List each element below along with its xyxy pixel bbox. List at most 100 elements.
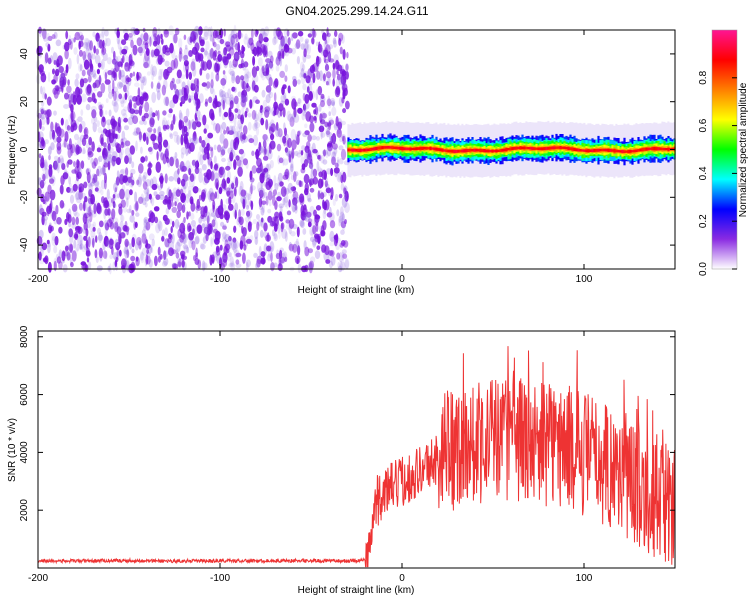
noise-blob	[246, 262, 249, 273]
noise-blob	[132, 115, 139, 125]
noise-blob	[266, 62, 273, 71]
noise-blob	[218, 89, 224, 98]
noise-blob	[306, 141, 311, 149]
noise-blob	[256, 214, 260, 220]
signal-band-cell	[653, 147, 656, 151]
noise-blob	[164, 60, 170, 67]
noise-blob	[81, 93, 87, 103]
signal-band-cell	[595, 148, 598, 152]
noise-blob	[142, 175, 147, 183]
noise-blob	[89, 235, 96, 246]
noise-blob	[263, 155, 269, 161]
noise-blob	[220, 149, 226, 156]
noise-blob	[234, 108, 239, 113]
signal-band-cell	[651, 147, 654, 151]
noise-blob	[44, 93, 47, 100]
noise-blob	[78, 202, 84, 211]
noise-blob	[237, 123, 243, 133]
noise-blob	[193, 123, 197, 130]
noise-blob	[256, 259, 260, 268]
noise-blob	[95, 256, 99, 263]
noise-blob	[229, 125, 233, 133]
noise-blob	[270, 262, 275, 270]
noise-blob	[141, 233, 147, 244]
noise-blob	[58, 226, 63, 234]
signal-band-cell	[581, 149, 584, 152]
noise-blob	[325, 44, 331, 55]
noise-blob	[173, 134, 179, 143]
noise-blob	[214, 178, 220, 189]
noise-blob	[48, 166, 53, 178]
snr-frame	[37, 330, 676, 569]
noise-blob	[263, 36, 269, 43]
noise-blob	[295, 196, 301, 203]
noise-blob	[96, 168, 100, 177]
noise-blob	[138, 196, 144, 204]
noise-blob	[225, 96, 231, 105]
signal-band-cell	[569, 147, 572, 150]
noise-blob	[60, 157, 65, 168]
noise-blob	[287, 37, 291, 46]
noise-blob	[150, 112, 154, 122]
noise-blob	[132, 44, 138, 56]
noise-blob	[175, 78, 181, 85]
noise-blob	[187, 94, 192, 103]
noise-blob	[94, 54, 101, 65]
signal-band-cell	[597, 148, 600, 152]
signal-band-cell	[405, 147, 408, 151]
noise-blob	[223, 28, 226, 37]
noise-blob	[124, 257, 127, 264]
noise-blob	[171, 233, 175, 244]
noise-blob	[330, 187, 334, 199]
snr-series-line	[37, 346, 676, 568]
noise-blob	[85, 85, 92, 96]
noise-blob	[177, 256, 181, 265]
noise-blob	[275, 64, 280, 72]
noise-blob	[228, 262, 235, 268]
noise-blob	[118, 249, 122, 257]
noise-blob	[330, 136, 336, 144]
noise-blob	[327, 251, 331, 262]
y-tick-label: 2000	[19, 499, 30, 522]
noise-blob	[114, 61, 120, 73]
noise-blob	[309, 28, 314, 38]
noise-blob	[44, 52, 49, 64]
noise-blob	[317, 155, 321, 160]
noise-blob	[129, 204, 132, 213]
noise-blob	[70, 111, 74, 123]
noise-blob	[154, 36, 158, 45]
noise-blob	[145, 34, 151, 41]
noise-blob	[125, 265, 130, 272]
noise-blob	[184, 44, 188, 50]
noise-blob	[98, 104, 103, 111]
noise-blob	[284, 168, 290, 180]
noise-blob	[212, 122, 218, 131]
noise-blob	[304, 123, 308, 129]
noise-blob	[98, 74, 102, 86]
signal-band-cell	[559, 146, 562, 150]
signal-band-cell	[473, 148, 476, 152]
noise-blob	[132, 131, 139, 136]
noise-blob	[317, 190, 324, 200]
noise-blob	[312, 238, 317, 248]
noise-blob	[341, 83, 348, 93]
noise-blob	[111, 208, 116, 220]
noise-blob	[258, 187, 264, 195]
noise-blob	[302, 207, 308, 218]
noise-blob	[165, 207, 170, 215]
noise-blob	[342, 171, 347, 183]
noise-blob	[277, 128, 283, 138]
noise-blob	[304, 213, 311, 222]
noise-blob	[168, 247, 174, 257]
noise-blob	[156, 90, 161, 101]
noise-blob	[332, 62, 336, 70]
noise-blob	[39, 207, 45, 216]
noise-blob	[273, 262, 278, 268]
noise-blob	[93, 45, 96, 54]
noise-blob	[202, 153, 207, 161]
noise-blob	[202, 176, 209, 186]
noise-blob	[139, 76, 146, 84]
spectrogram-heatmap	[36, 24, 676, 275]
noise-blob	[160, 33, 163, 40]
noise-blob	[123, 175, 128, 183]
